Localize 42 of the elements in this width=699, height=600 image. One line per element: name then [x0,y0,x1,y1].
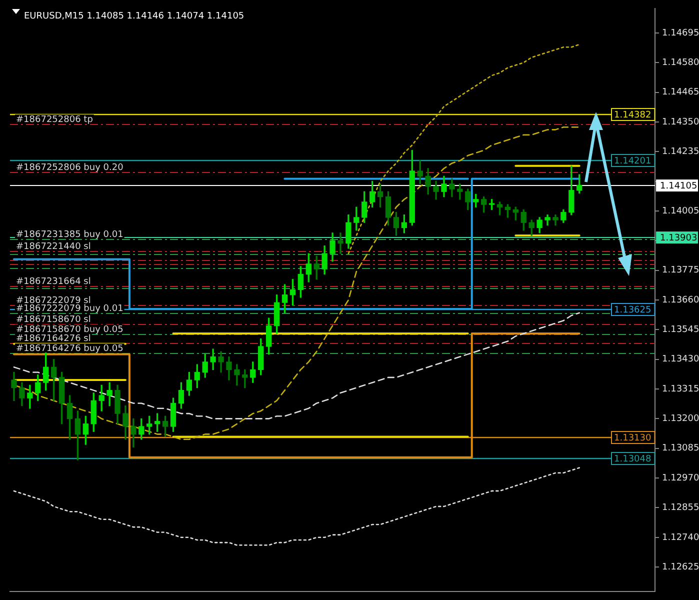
y-tick-label: 1.12740 [662,532,699,543]
y-tick-label: 1.13660 [662,295,699,306]
y-tick-label: 1.13085 [662,444,699,454]
ref-line-label: 1.14382 [614,110,652,120]
ref-line-label: #1867252806 buy 0.20 [16,163,124,173]
ref-line-label: #1867252806 tp [16,115,94,125]
ref-line-label: 1.13903 [660,233,698,244]
chart-title: EURUSD,M15 1.14085 1.14146 1.14074 1.14105 [24,12,244,22]
candlestick [106,382,112,406]
ref-line-label: #1867164276 sl [16,334,91,344]
ref-line-label: #1867231664 sl [16,277,91,287]
ref-line-label: #1867158670 buy 0.05 [16,325,124,335]
candlestick [338,232,344,254]
ref-line-label: #1867221440 sl [16,242,91,252]
ref-line-label: 1.14201 [614,156,652,166]
ref-line-label: #1867222079 buy 0.01 [16,304,124,314]
y-tick-label: 1.14235 [662,146,699,157]
candlestick [98,384,104,412]
y-tick-label: 1.14695 [662,28,699,38]
y-tick-label: 1.13545 [662,325,699,336]
y-tick-label: 1.12625 [662,562,699,572]
line-series [13,467,580,546]
line-series [348,44,580,254]
y-tick-label: 1.14005 [662,206,699,216]
y-tick-label: 1.12855 [662,503,699,514]
ref-line-label: #1867164276 buy 0.05 [16,344,124,354]
y-tick-label: 1.12970 [662,473,699,484]
y-tick-label: 1.13430 [662,354,699,365]
y-tick-label: 1.14465 [662,88,699,98]
ref-line-label: 1.13048 [614,454,652,464]
y-tick-label: 1.13315 [662,384,699,394]
ref-line-label: 1.14105 [660,181,698,192]
y-tick-label: 1.13200 [662,414,699,424]
ref-line-label: 1.13130 [614,433,652,444]
y-tick-label: 1.14580 [662,58,699,68]
ref-line-label: #1867231385 buy 0.01 [16,230,124,240]
y-tick-label: 1.13775 [662,266,699,276]
candlestick [234,364,240,386]
y-tick-label: 1.14350 [662,117,699,128]
ref-line-label: 1.13625 [614,305,652,316]
ref-line-label: #1867158670 sl [16,315,91,325]
line-series [13,312,580,420]
